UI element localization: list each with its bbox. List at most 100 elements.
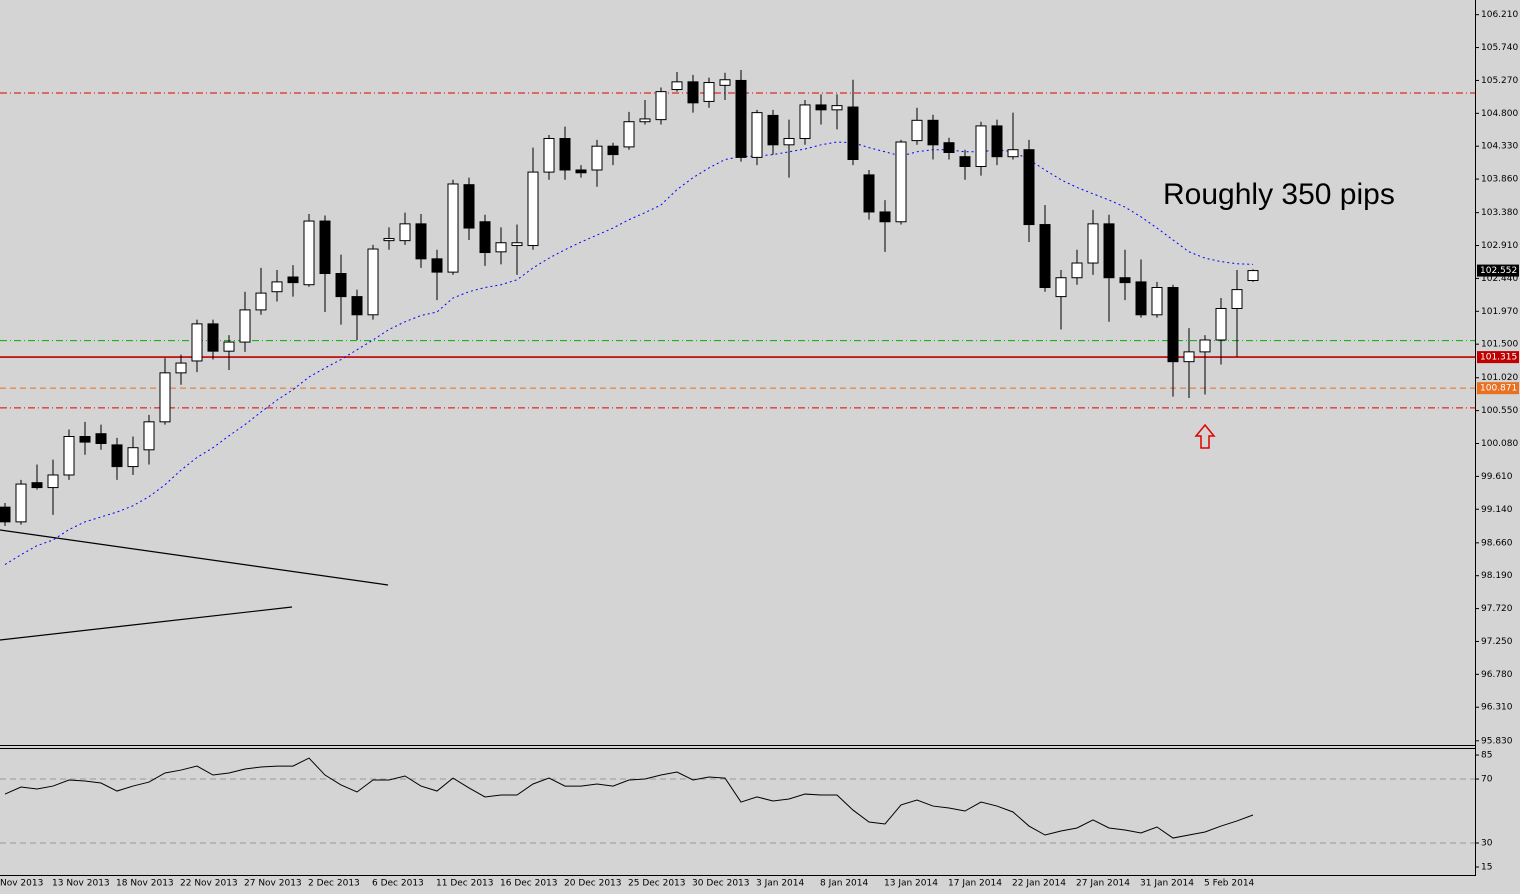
candle-body [655, 91, 667, 121]
x-tick-label: 25 Dec 2013 [628, 879, 686, 889]
candle-body [815, 104, 827, 111]
y-tick-label: 95.830 [1481, 736, 1513, 746]
y-tick-label: 100.550 [1481, 406, 1518, 416]
candle-body [639, 118, 651, 123]
candle-body [879, 211, 891, 223]
y-tick-label: 104.800 [1481, 109, 1518, 119]
x-tick-label: 31 Jan 2014 [1140, 879, 1194, 889]
y-tick-label: 105.270 [1481, 76, 1518, 86]
candle-body [863, 174, 875, 213]
candle-body [735, 79, 747, 158]
y-tick-label: 30 [1481, 839, 1493, 849]
arrow [1194, 423, 1216, 449]
price-tag-label: 101.315 [1480, 353, 1517, 363]
y-tick-label: 101.020 [1481, 373, 1518, 383]
y-tick-label: 105.740 [1481, 43, 1518, 53]
candle-body [991, 125, 1003, 158]
candle-body [527, 171, 539, 247]
trend-line [0, 606, 293, 641]
candle-body [575, 169, 587, 174]
candle-body [591, 145, 603, 171]
y-tick-label: 106.210 [1481, 10, 1518, 20]
candle-body [783, 138, 795, 146]
candle-body [1167, 287, 1179, 363]
candle-body [399, 223, 411, 242]
y-tick-label: 97.720 [1481, 604, 1513, 614]
candle-body [335, 273, 347, 298]
candle-body [703, 82, 715, 102]
candle-body [1215, 307, 1227, 341]
candle-body [0, 506, 11, 523]
candle-body [175, 362, 187, 374]
candle-body [287, 276, 299, 284]
candle-body [1247, 270, 1259, 282]
x-tick-label: 6 Dec 2013 [372, 879, 424, 889]
y-tick-label: 102.440 [1481, 274, 1518, 284]
candle-body [271, 281, 283, 293]
y-tick-label: 96.310 [1481, 703, 1513, 713]
x-tick-label: 8 Jan 2014 [820, 879, 868, 889]
y-tick-label: 101.500 [1481, 340, 1518, 350]
x-tick-label: 18 Nov 2013 [116, 879, 174, 889]
candle-body [559, 138, 571, 171]
candle-body [943, 142, 955, 153]
x-tick-label: 13 Nov 2013 [52, 879, 110, 889]
candle-body [319, 220, 331, 275]
x-tick-label: 27 Jan 2014 [1076, 879, 1130, 889]
price-tag [1477, 351, 1519, 364]
candle-body [1071, 262, 1083, 279]
y-tick-label: 97.250 [1481, 637, 1513, 647]
candle-body [623, 121, 635, 148]
x-tick-label: 27 Nov 2013 [244, 879, 302, 889]
x-tick-label: 30 Dec 2013 [692, 879, 750, 889]
y-tick-label: 98.190 [1481, 571, 1513, 581]
candle-body [351, 296, 363, 316]
candle-body [1023, 149, 1035, 226]
candle-body [1103, 223, 1115, 279]
moving-average [4, 141, 1254, 565]
y-tick-label: 85 [1481, 751, 1492, 761]
x-tick-label: 5 Feb 2014 [1204, 879, 1255, 889]
candle-body [303, 220, 315, 286]
y-tick-label: 102.910 [1481, 241, 1518, 251]
y-tick-label: 70 [1481, 775, 1493, 785]
candle-body [1039, 224, 1051, 289]
candle-body [463, 184, 475, 229]
candle-body [431, 258, 443, 273]
candle-body [799, 104, 811, 140]
candle-body [1183, 351, 1195, 363]
y-tick-label: 99.610 [1481, 472, 1513, 482]
candle-body [831, 105, 843, 111]
candle-body [719, 79, 731, 86]
candle-body [47, 474, 59, 489]
candle-body [1199, 339, 1211, 353]
x-tick-label: 2 Dec 2013 [308, 879, 360, 889]
candle-body [207, 323, 219, 352]
candle-body [31, 482, 43, 489]
candle-body [111, 444, 123, 468]
price-tag [1477, 382, 1519, 395]
y-tick-label: 100.080 [1481, 439, 1518, 449]
candle-body [911, 119, 923, 142]
y-tick-label: 99.140 [1481, 505, 1513, 515]
candle-body [223, 341, 235, 352]
candle-body [543, 138, 555, 173]
candle-body [415, 223, 427, 260]
candle-body [1135, 281, 1147, 316]
candle-body [1119, 277, 1131, 284]
x-tick-label: 22 Nov 2013 [180, 879, 238, 889]
candle-body [687, 81, 699, 104]
candle-body [367, 248, 379, 316]
candle-body [239, 309, 251, 343]
candle-body [447, 183, 459, 273]
price-tag-label: 102.552 [1480, 266, 1517, 276]
y-tick-label: 15 [1481, 863, 1492, 873]
x-tick-label: 3 Jan 2014 [756, 879, 804, 889]
y-tick-label: 104.330 [1481, 142, 1518, 152]
candle-body [895, 141, 907, 223]
y-tick-label: 96.780 [1481, 670, 1513, 680]
candle-body [1231, 289, 1243, 309]
candle-body [959, 156, 971, 167]
candle-body [95, 433, 107, 445]
